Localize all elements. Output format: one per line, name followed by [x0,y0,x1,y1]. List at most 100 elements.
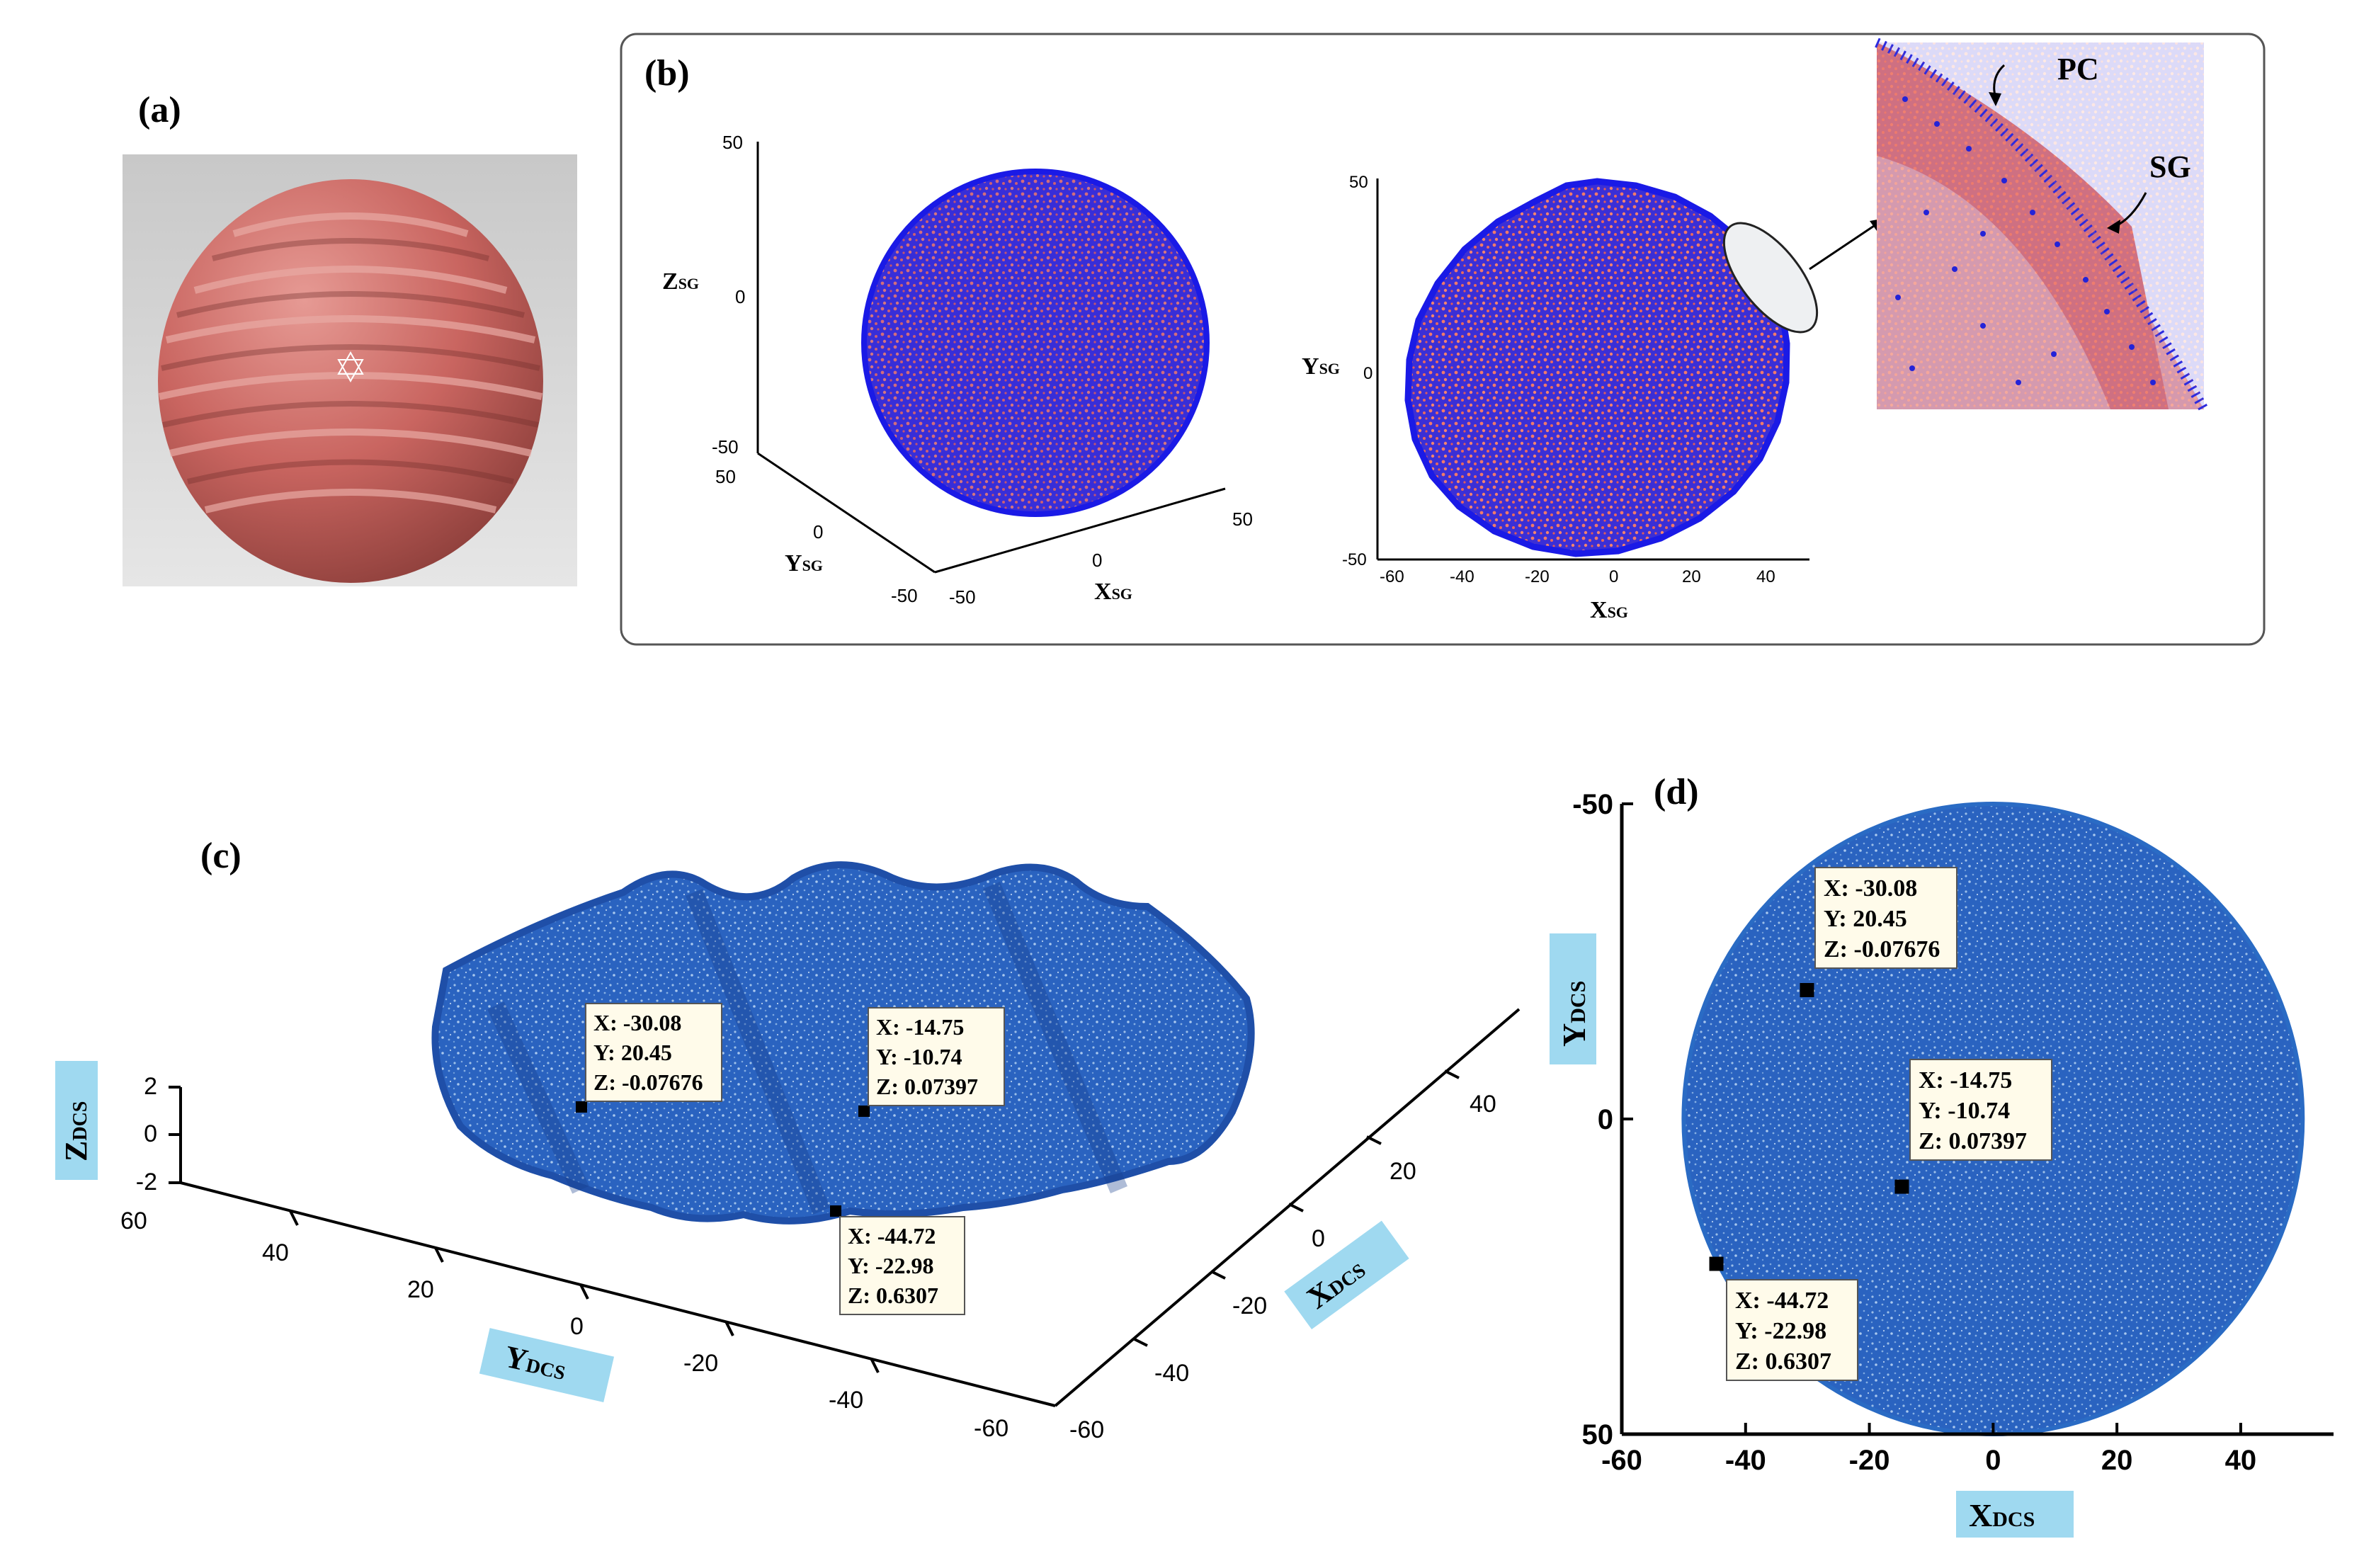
b-left-x-tick: 0 [1092,550,1102,571]
c-x-tick: -40 [1154,1360,1189,1387]
b-right-x-tick: -60 [1380,567,1404,586]
datatip-z: Z: -0.07676 [593,1069,703,1095]
c-datatip[interactable]: X: -14.75 Y: -10.74 Z: 0.07397 [858,1007,1005,1117]
datatip-y: Y: -10.74 [1919,1098,2010,1124]
c-x-tick: 40 [1470,1091,1496,1118]
b-left-y-tick: 0 [813,521,823,542]
panel-b-label: (b) [644,53,690,93]
datatip-x: X: -14.75 [1919,1067,2012,1093]
b-right-x-tick: 20 [1682,567,1701,586]
b-right-y-tick: -50 [1342,550,1367,569]
c-y-tick: 20 [407,1276,434,1303]
datatip-x: X: -30.08 [593,1010,681,1035]
b-left-z-tick: 50 [722,132,743,153]
panel-c: (c) 2 0 -2 [55,836,1521,1443]
b-right-x-tick: 0 [1609,567,1618,586]
d-x-axis-label: XDCS [1956,1491,2074,1538]
datatip-x: X: -30.08 [1824,875,1917,902]
b-left-y-tick: 50 [715,466,736,487]
datatip-y: Y: 20.45 [593,1040,672,1065]
b-right-y-tick: 0 [1363,364,1373,383]
d-x-tick: 40 [2225,1445,2257,1476]
c-z-tick: 0 [144,1120,157,1147]
b-right-x-tick: -20 [1525,567,1550,586]
zoom-arrow [1809,222,1879,271]
b-left-x-tick: -50 [949,586,976,608]
sphere-ridges [158,212,543,513]
d-y-tick: 50 [1582,1419,1614,1450]
b-right-y-axis-label: YSG [1302,353,1340,380]
c-datatip[interactable]: X: -30.08 Y: 20.45 Z: -0.07676 [576,1003,722,1113]
svg-text:YDCS: YDCS [1556,981,1592,1047]
svg-text:YDCS: YDCS [501,1339,570,1387]
datatip-z: Z: -0.07676 [1824,936,1940,962]
c-y-tick: -40 [829,1387,863,1414]
c-y-axis-label: YDCS [479,1328,615,1402]
datatip-x: X: -14.75 [876,1014,964,1040]
d-x-tick: 20 [2101,1445,2133,1476]
c-y-tick: 0 [570,1313,584,1340]
d-x-tick: -20 [1849,1445,1890,1476]
d-y-tick: -50 [1572,789,1613,820]
c-x-tick: 0 [1312,1225,1325,1252]
d-y-tick: 0 [1598,1104,1613,1135]
panel-a-label: (a) [138,90,181,130]
datatip-marker [576,1101,587,1113]
d-datatip[interactable]: X: -30.08 Y: 20.45 Z: -0.07676 [1814,867,1957,969]
b-left-x-axis-label: XSG [1094,579,1132,605]
d-datatip-marker[interactable] [1709,1256,1724,1271]
b-inset-zoom: PC SG [1875,38,2209,412]
d-datatip-marker[interactable] [1800,982,1814,997]
b-left-z-axis-label: ZSG [662,268,699,295]
origin-marker-icon [337,351,364,383]
d-datatip[interactable]: X: -44.72 Y: -22.98 Z: 0.6307 [1726,1279,1858,1381]
c-datatip[interactable]: X: -44.72 Y: -22.98 Z: 0.6307 [830,1205,965,1315]
panel-d-label: (d) [1654,772,1699,812]
c-x-tick: 20 [1390,1158,1416,1185]
d-datatip[interactable]: X: -14.75 Y: -10.74 Z: 0.07397 [1909,1059,2052,1161]
datatip-x: X: -44.72 [1735,1288,1829,1314]
datatip-z: Z: 0.07397 [1919,1128,2027,1154]
c-z-tick: 2 [144,1073,157,1100]
c-z-tick: -2 [136,1169,157,1195]
c-y-tick: -60 [974,1415,1008,1442]
d-x-tick: 0 [1985,1445,2001,1476]
datatip-x: X: -44.72 [848,1223,936,1249]
b-right-2d-plot: 50 0 -50 -60 -40 -20 0 20 40 YSG XSG [1302,173,1885,623]
d-x-tick: -40 [1725,1445,1766,1476]
panel-d: (d) -60 -40 -20 0 20 40 50 0 -50 YDCS XDCS X: -3… [1550,772,2334,1538]
b-left-z-tick: -50 [712,436,739,458]
d-x-tick: -60 [1601,1445,1642,1476]
c-x-tick: -20 [1232,1293,1267,1319]
b-right-x-tick: 40 [1756,567,1775,586]
b-left-y-axis-label: YSG [785,550,823,576]
svg-text:XDCS: XDCS [1969,1497,2035,1533]
b-left-axes [756,142,1226,574]
datatip-z: Z: 0.6307 [848,1283,938,1308]
c-3d-point-cloud [431,861,1255,1225]
b-right-x-tick: -40 [1450,567,1474,586]
datatip-y: Y: -22.98 [1735,1318,1826,1344]
datatip-marker [858,1106,870,1117]
datatip-y: Y: -22.98 [848,1253,933,1278]
b-left-x-tick: 50 [1232,509,1253,530]
c-axes [169,1008,1521,1407]
c-z-axis-label: ZDCS [55,1061,98,1180]
svg-text:ZDCS: ZDCS [59,1101,93,1161]
datatip-y: Y: -10.74 [876,1044,962,1069]
datatip-z: Z: 0.6307 [1735,1348,1831,1375]
d-datatip-marker[interactable] [1894,1179,1909,1194]
zoom-region-ellipse [1722,222,1819,334]
b-right-y-tick: 50 [1349,173,1368,192]
d-y-axis-label: YDCS [1550,933,1596,1064]
inset-pc-label: PC [2057,52,2099,86]
b-left-3d-plot: 50 0 -50 50 0 -50 -50 0 50 ZSG YSG XSG [662,132,1253,608]
panel-c-label: (c) [200,836,241,876]
b-left-y-tick: -50 [891,585,918,606]
c-y-tick: 60 [120,1208,147,1234]
inset-sg-label: SG [2149,149,2191,184]
c-y-tick: -20 [683,1350,718,1377]
datatip-marker [830,1205,841,1217]
c-y-tick: 40 [262,1239,289,1266]
